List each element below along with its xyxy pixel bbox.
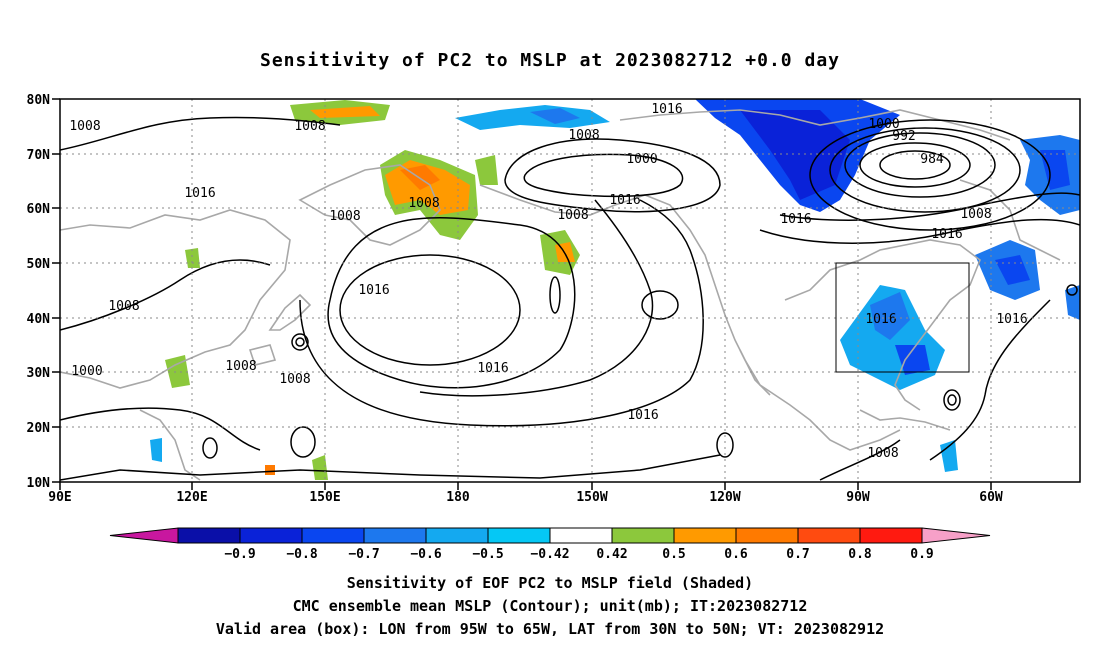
lon-label: 150W — [576, 490, 607, 505]
caption-line-3: Valid area (box): LON from 95W to 65W, L… — [215, 620, 885, 638]
contour-label: 1008 — [568, 128, 599, 143]
contour-label: 1016 — [609, 193, 640, 208]
grid-lines — [60, 99, 1080, 482]
lon-label: 90W — [846, 490, 870, 505]
colorbar-tick-label: −0.7 — [348, 547, 379, 562]
colorbar-tick-label: 0.42 — [596, 547, 627, 562]
colorbar-bin — [673, 527, 737, 544]
colorbar-tick-label: 0.6 — [724, 547, 748, 562]
contour-label: 984 — [920, 152, 944, 167]
contour-label: 1016 — [931, 227, 962, 242]
map-title: Sensitivity of PC2 to MSLP at 2023082712… — [259, 50, 840, 71]
lat-label: 80N — [27, 93, 51, 108]
lat-label: 20N — [27, 421, 51, 436]
contour-label: 1008 — [408, 196, 439, 211]
contour-label: 1016 — [865, 312, 896, 327]
negative-sensitivity-area — [870, 292, 910, 340]
colorbar-bin — [797, 527, 861, 544]
colorbar-bin — [239, 527, 303, 544]
contour-label: 1016 — [184, 186, 215, 201]
colorbar-bin — [363, 527, 427, 544]
contour-label: 1008 — [867, 446, 898, 461]
latitude-labels: 80N 70N 60N 50N 40N 30N 20N 10N — [27, 93, 51, 491]
colorbar-tick-label: 0.5 — [662, 547, 685, 562]
negative-sensitivity-area — [940, 440, 958, 472]
contour-label: 1016 — [358, 283, 389, 298]
contour-label: 1016 — [627, 408, 658, 423]
colorbar-tick-label: −0.42 — [530, 547, 569, 562]
colorbar-tick-label: 0.8 — [848, 547, 872, 562]
contour-label: 1008 — [225, 359, 256, 374]
contour-label: 1016 — [651, 102, 682, 117]
colorbar-tick-label: −0.9 — [224, 547, 255, 562]
colorbar-tick-label: −0.5 — [472, 547, 503, 562]
contour-label: 1000 — [626, 152, 657, 167]
colorbar-arrow-high — [921, 527, 991, 544]
caption-line-2: CMC ensemble mean MSLP (Contour); unit(m… — [292, 597, 808, 615]
contour-label: 1000 — [868, 117, 899, 132]
contour-label: 1008 — [294, 119, 325, 134]
contour-label: 1008 — [69, 119, 100, 134]
valid-area-box — [835, 262, 970, 373]
contour-labels: 1008 1008 1016 1008 1008 1016 1000 1008 … — [69, 102, 1027, 461]
contour-label: 1008 — [557, 208, 588, 223]
colorbar-bin — [177, 527, 241, 544]
lon-label: 120E — [176, 490, 207, 505]
colorbar-tick-label: −0.6 — [410, 547, 441, 562]
colorbar-tick-label: 0.9 — [910, 547, 933, 562]
colorbar-bin — [425, 527, 489, 544]
positive-sensitivity-area — [475, 155, 498, 185]
contour-label: 1008 — [329, 209, 360, 224]
colorbar: −0.9 −0.8 −0.7 −0.6 −0.5 −0.42 0.42 0.5 0.6 0.7 0.… — [109, 527, 991, 562]
mslp-contours — [60, 116, 1080, 481]
contour-label: 1016 — [477, 361, 508, 376]
longitude-labels: 90E 120E 150E 180 150W 120W 90W 60W — [48, 490, 1003, 505]
axis-ticks — [52, 98, 992, 490]
lat-label: 60N — [27, 202, 51, 217]
negative-sensitivity-area — [740, 110, 850, 200]
lon-label: 180 — [446, 490, 470, 505]
colorbar-bin — [301, 527, 365, 544]
lat-label: 70N — [27, 148, 51, 163]
contour-label: 992 — [892, 129, 915, 144]
positive-sensitivity-area — [310, 106, 380, 118]
colorbar-bin — [549, 527, 613, 544]
lon-label: 90E — [48, 490, 71, 505]
map-frame — [59, 98, 1081, 483]
lat-label: 50N — [27, 257, 51, 272]
negative-sensitivity-area — [895, 345, 930, 375]
colorbar-bin — [859, 527, 923, 544]
lon-label: 150E — [309, 490, 340, 505]
colorbar-bin — [611, 527, 675, 544]
contour-label: 1016 — [780, 212, 811, 227]
lon-label: 120W — [709, 490, 740, 505]
colorbar-tick-label: −0.8 — [286, 547, 317, 562]
caption-line-1: Sensitivity of EOF PC2 to MSLP field (Sh… — [346, 574, 754, 592]
lon-label: 60W — [979, 490, 1003, 505]
colorbar-bin — [735, 527, 799, 544]
colorbar-arrow-low — [109, 527, 179, 544]
lat-label: 40N — [27, 312, 51, 327]
negative-sensitivity-area — [1040, 150, 1070, 190]
negative-sensitivity-area — [530, 108, 580, 124]
lat-label: 10N — [27, 476, 51, 491]
negative-sensitivity-area — [150, 438, 162, 462]
contour-label: 1000 — [71, 364, 102, 379]
contour-label: 1008 — [279, 372, 310, 387]
contour-label: 1008 — [108, 299, 139, 314]
contour-label: 1008 — [960, 207, 991, 222]
contour-label: 1016 — [996, 312, 1027, 327]
lat-label: 30N — [27, 366, 51, 381]
positive-sensitivity-area — [265, 465, 275, 475]
coastlines — [60, 109, 1061, 481]
negative-sensitivity-area — [455, 105, 610, 130]
colorbar-bin — [487, 527, 551, 544]
positive-sensitivity-area — [165, 355, 190, 388]
colorbar-tick-label: 0.7 — [786, 547, 809, 562]
positive-sensitivity-area — [185, 248, 200, 268]
positive-sensitivity-area — [312, 455, 328, 480]
